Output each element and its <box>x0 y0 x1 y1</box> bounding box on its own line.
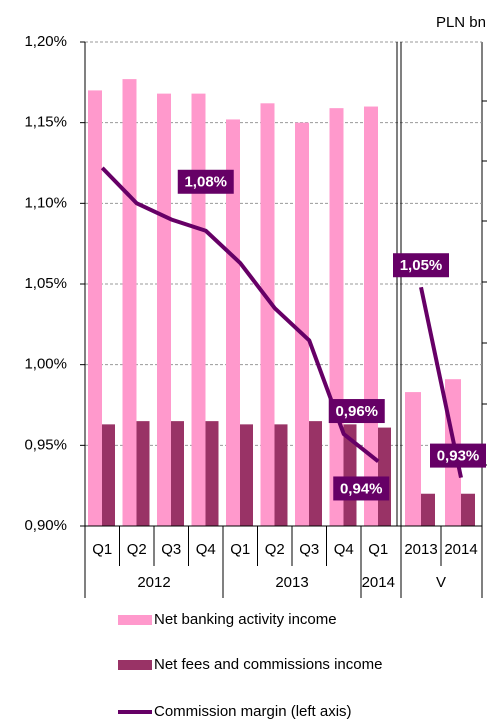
x-tick-label: Q1 <box>230 541 250 558</box>
bar <box>295 122 309 527</box>
bar <box>329 108 344 526</box>
y-tick-label: 1,00% <box>24 356 67 373</box>
data-label-box <box>333 476 390 501</box>
y2-axis-label: PLN bn <box>436 14 486 31</box>
bar <box>136 421 150 526</box>
bar <box>88 90 102 527</box>
group-label: 2012 <box>137 574 170 591</box>
data-label-box <box>430 443 486 468</box>
bar <box>171 421 184 526</box>
group-label: 2013 <box>275 574 308 591</box>
y-tick-label: 1,20% <box>24 33 67 50</box>
legend-label: Net fees and commissions income <box>154 656 382 673</box>
data-label: 0,94% <box>340 480 383 497</box>
bar <box>364 106 378 527</box>
bar <box>122 79 137 527</box>
group-label: V <box>436 574 446 591</box>
data-label-box <box>393 253 449 278</box>
data-label-box <box>328 399 385 424</box>
legend-swatch <box>118 660 152 670</box>
bar <box>191 93 206 527</box>
group-label: 2014 <box>362 574 395 591</box>
bar <box>421 493 435 526</box>
data-label: 0,93% <box>437 448 480 465</box>
x-tick-label: Q1 <box>92 541 112 558</box>
bar <box>309 421 322 526</box>
x-tick-label: 2013 <box>404 541 437 558</box>
x-tick-label: Q1 <box>368 541 388 558</box>
x-tick-label: Q3 <box>161 541 181 558</box>
data-label: 0,96% <box>335 403 378 420</box>
bar <box>226 119 240 526</box>
bar <box>102 424 115 526</box>
legend-swatch <box>118 615 152 625</box>
data-label-box <box>177 169 234 194</box>
x-tick-label: Q3 <box>299 541 319 558</box>
bar <box>405 392 421 526</box>
y-tick-label: 1,05% <box>24 275 67 292</box>
bar <box>157 93 171 527</box>
bar <box>274 424 288 526</box>
x-tick-label: 2014 <box>444 541 477 558</box>
legend-label: Commission margin (left axis) <box>154 703 352 720</box>
bar <box>461 493 475 526</box>
y-tick-label: 1,10% <box>24 194 67 211</box>
bar <box>260 103 275 526</box>
x-tick-label: Q4 <box>334 541 354 558</box>
x-tick-label: Q2 <box>127 541 147 558</box>
y-tick-label: 1,15% <box>24 114 67 131</box>
data-label: 1,08% <box>184 174 227 191</box>
bar <box>343 424 357 526</box>
y-tick-label: 0,95% <box>24 436 67 453</box>
bar <box>205 421 219 526</box>
y-tick-label: 0,90% <box>24 517 67 534</box>
x-tick-label: Q2 <box>265 541 285 558</box>
data-label: 1,05% <box>400 257 443 274</box>
bar <box>240 424 253 526</box>
legend-label: Net banking activity income <box>154 611 337 628</box>
x-tick-label: Q4 <box>196 541 216 558</box>
